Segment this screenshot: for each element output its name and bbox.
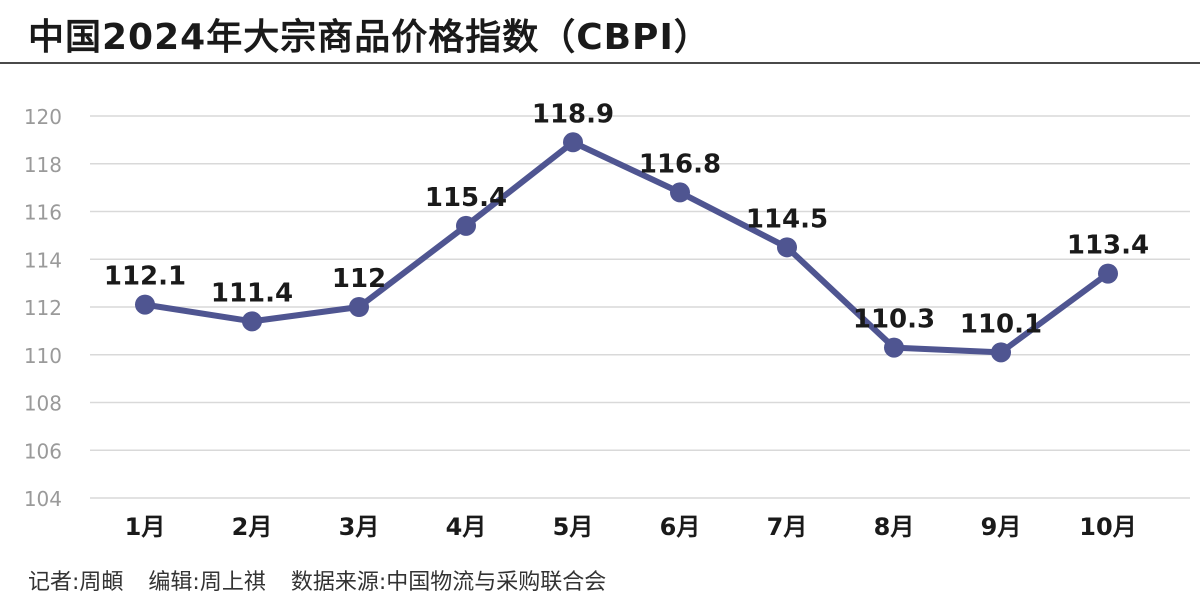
y-axis-ticks: 104 106 108 110 112 114 116 118 120 [24, 105, 62, 511]
data-label: 114.5 [746, 204, 828, 234]
x-tick-label: 5月 [553, 513, 594, 541]
data-point [884, 337, 904, 358]
y-tick-label: 112 [24, 296, 62, 320]
series-line-path [142, 139, 1111, 356]
source-credit: 数据来源:中国物流与采购联合会 [290, 570, 607, 595]
y-tick-label: 114 [24, 248, 62, 272]
series-line [142, 139, 1111, 356]
data-label: 116.8 [639, 149, 721, 179]
x-axis-ticks: 1月 2月 3月 4月 5月 6月 7月 8月 9月 10月 [125, 513, 1137, 541]
data-labels: 112.1 111.4 112 115.4 118.9 116.8 114.5 110.3 11… [104, 99, 1149, 339]
x-tick-label: 2月 [232, 513, 273, 541]
data-label: 115.4 [425, 183, 507, 213]
data-label: 112.1 [104, 262, 186, 292]
x-tick-label: 10月 [1079, 513, 1136, 541]
x-tick-label: 6月 [660, 513, 701, 541]
x-tick-label: 1月 [125, 513, 166, 541]
data-point [1098, 263, 1118, 284]
data-label: 110.3 [853, 305, 935, 335]
chart-title: 中国2024年大宗商品价格指数（CBPI） [28, 17, 711, 58]
y-tick-label: 116 [24, 201, 62, 225]
y-tick-label: 104 [24, 487, 62, 511]
data-point [135, 294, 155, 315]
x-tick-label: 4月 [446, 513, 487, 541]
data-label: 118.9 [532, 99, 614, 129]
data-label: 110.1 [960, 309, 1042, 339]
data-point [777, 237, 797, 258]
reporter-credit: 记者:周頔 [28, 570, 124, 595]
grid-lines [90, 115, 1190, 499]
y-tick-label: 120 [24, 105, 62, 129]
data-label: 111.4 [211, 278, 293, 308]
data-point [563, 132, 583, 153]
data-point [456, 215, 476, 236]
x-tick-label: 7月 [767, 513, 808, 541]
data-point [991, 342, 1011, 363]
x-tick-label: 8月 [874, 513, 915, 541]
data-point [242, 311, 262, 332]
data-point [670, 182, 690, 203]
y-tick-label: 106 [24, 439, 62, 463]
x-tick-label: 9月 [981, 513, 1022, 541]
footer-credits: 记者:周頔 编辑:周上祺 数据来源:中国物流与采购联合会 [28, 564, 624, 596]
data-label: 112 [332, 264, 386, 294]
data-label: 113.4 [1067, 231, 1149, 261]
line-chart: 104 106 108 110 112 114 116 118 120 1月 2月 3月 4月 5月 6月… [24, 99, 1190, 541]
data-point [349, 297, 369, 317]
y-tick-label: 118 [24, 153, 62, 177]
y-tick-label: 108 [24, 392, 62, 416]
data-points [135, 132, 1118, 363]
editor-credit: 编辑:周上祺 [148, 570, 266, 595]
x-tick-label: 3月 [339, 513, 380, 541]
y-tick-label: 110 [24, 344, 62, 368]
title-divider [0, 62, 1200, 64]
